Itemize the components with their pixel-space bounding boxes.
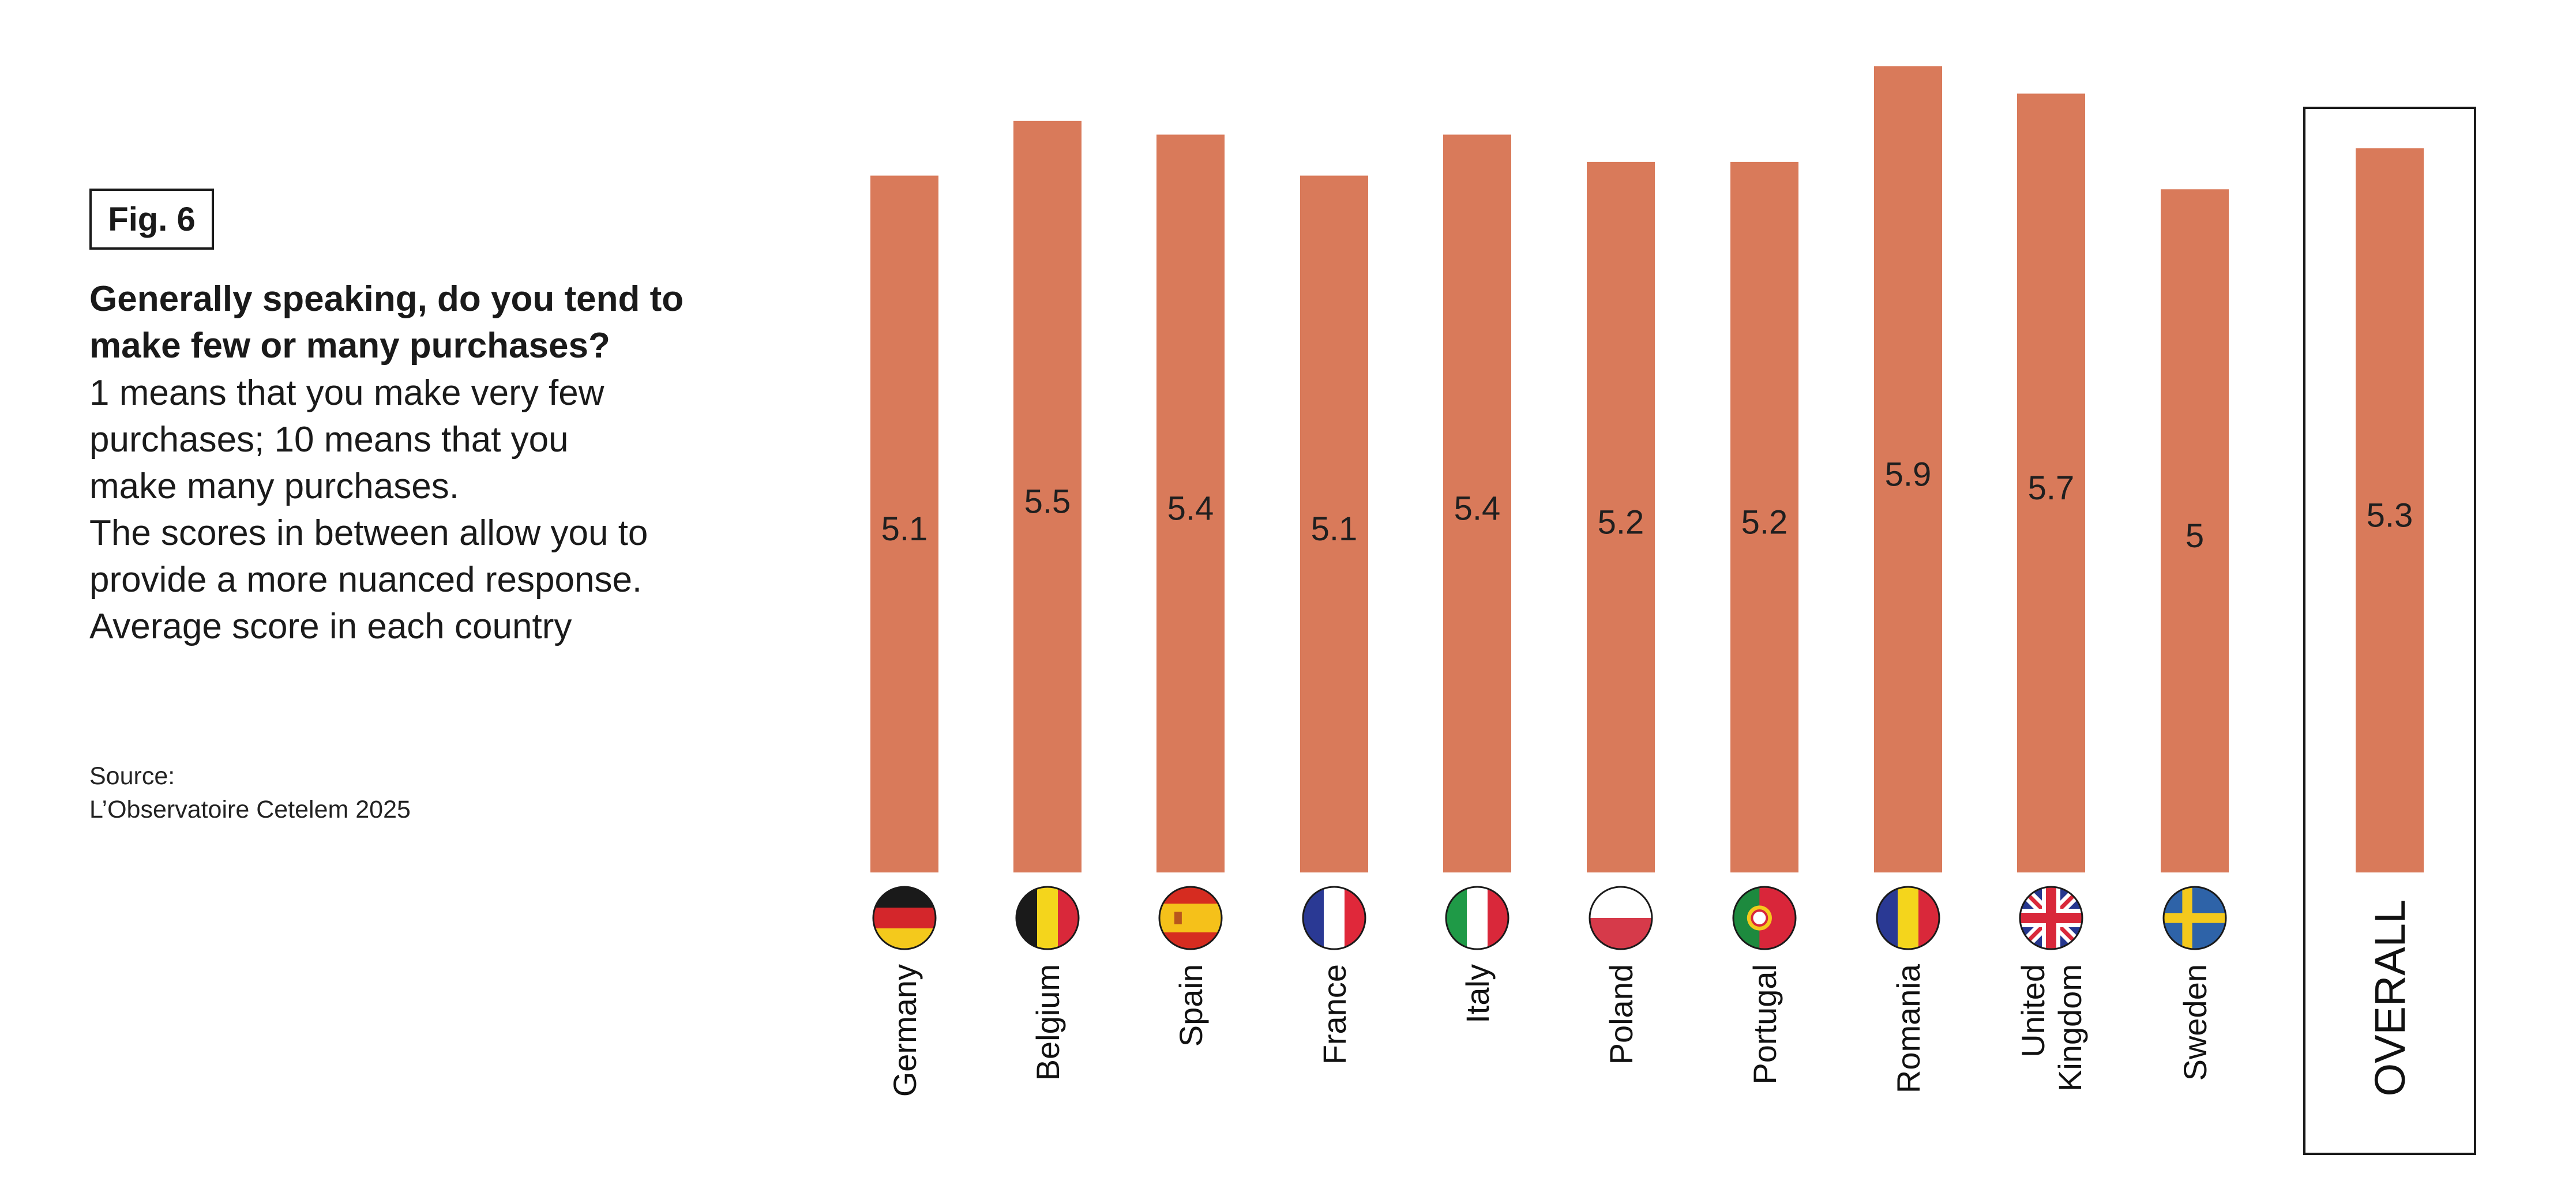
bar-overall [2356, 148, 2424, 873]
bar-value-label: 5.1 [1311, 510, 1358, 548]
bar-value-label: 5 [2186, 517, 2204, 555]
uk-flag-icon [2019, 886, 2083, 950]
category-label: Italy [1459, 964, 1496, 1024]
bar-value-label: 5.3 [2367, 496, 2413, 534]
bar-value-label: 5.4 [1167, 490, 1214, 528]
portugal-flag-icon [1732, 886, 1797, 950]
france-flag-icon [1302, 886, 1366, 950]
source-note: Source: L’Observatoire Cetelem 2025 [89, 762, 411, 823]
sweden-flag-icon [2162, 886, 2227, 950]
category-label: France [1316, 964, 1353, 1064]
bar-portugal [1730, 161, 1798, 873]
category-label: Poland [1603, 964, 1639, 1064]
bar-value-label: 5.2 [1598, 503, 1644, 541]
germany-flag-icon [872, 886, 937, 950]
chart-description: 1 means that you make very few purchases… [89, 373, 648, 646]
bar-italy [1443, 134, 1511, 872]
bar-sweden [2161, 189, 2229, 872]
bar-value-label: 5.7 [2028, 469, 2075, 507]
bar-value-label: 5.9 [1885, 456, 1932, 493]
category-label: Sweden [2177, 964, 2213, 1081]
figure-label: Fig. 6 [89, 189, 214, 250]
bar-spain [1156, 134, 1225, 872]
category-label: Germany [887, 964, 923, 1097]
chart-question: Generally speaking, do you tend to make … [89, 279, 684, 366]
category-label: United [2015, 964, 2051, 1058]
bar-value-label: 5.2 [1741, 503, 1788, 541]
bar-value-label: 5.5 [1024, 483, 1071, 521]
belgium-flag-icon [1015, 886, 1080, 950]
italy-flag-icon [1445, 886, 1509, 950]
spain-flag-icon [1158, 886, 1223, 950]
poland-flag-icon [1589, 886, 1653, 950]
bar-france [1300, 175, 1368, 872]
category-label: Belgium [1030, 964, 1066, 1081]
bar-united-kingdom [2017, 93, 2085, 872]
romania-flag-icon [1876, 886, 1940, 950]
bar-germany [870, 175, 938, 872]
category-label: Romania [1890, 964, 1927, 1093]
overall-label: OVERALL [2366, 900, 2414, 1096]
bar-value-label: 5.1 [881, 510, 928, 548]
category-label: Portugal [1747, 964, 1783, 1085]
category-label: Spain [1173, 964, 1209, 1047]
bar-romania [1874, 66, 1942, 872]
category-label: Kingdom [2052, 964, 2088, 1092]
bar-value-label: 5.4 [1454, 490, 1501, 528]
bar-belgium [1013, 121, 1082, 872]
bar-poland [1587, 161, 1655, 873]
overall-frame [2303, 107, 2476, 1155]
